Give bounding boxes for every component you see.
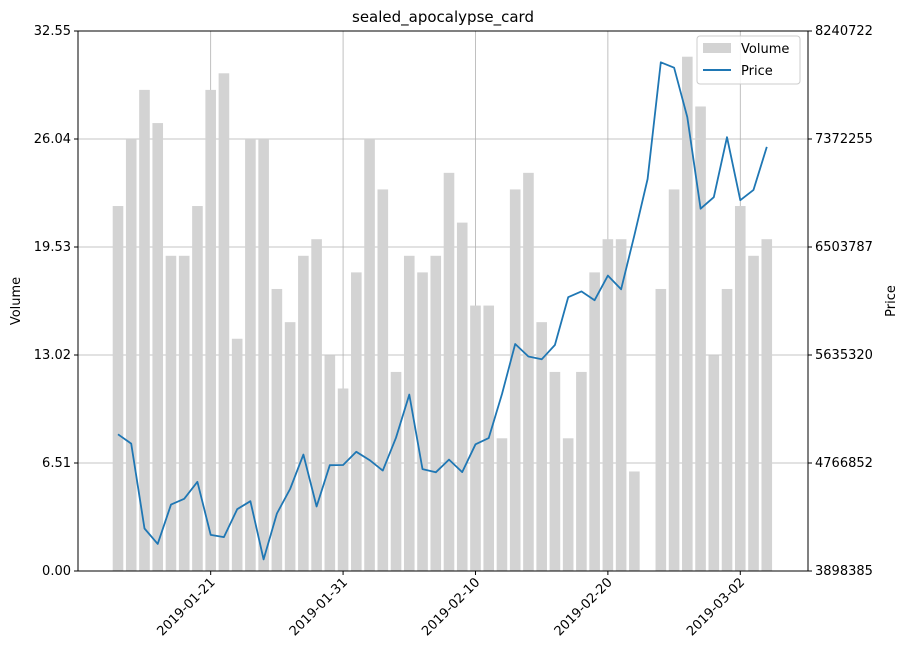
- volume-bar: [337, 388, 349, 571]
- legend-price-label: Price: [741, 64, 773, 79]
- volume-bar: [562, 438, 574, 571]
- volume-bar: [417, 272, 428, 571]
- volume-bar: [615, 239, 627, 571]
- y-right-tick-label: 7372255: [815, 132, 873, 147]
- volume-bar: [139, 89, 150, 571]
- y-left-tick-label: 13.02: [34, 348, 71, 363]
- plot-frame: [77, 30, 809, 572]
- volume-bar: [682, 56, 693, 571]
- volume-bar: [377, 189, 389, 572]
- price-line-layer: [117, 61, 768, 561]
- volume-bar: [351, 272, 362, 571]
- y-right-tick-label: 8240722: [815, 24, 873, 39]
- volume-bar: [748, 255, 759, 571]
- volume-bar: [668, 189, 680, 572]
- volume-bar: [390, 371, 402, 571]
- y-left-axis-title: Volume: [9, 277, 24, 325]
- legend: Volume Price: [696, 35, 801, 85]
- y-right-tick-label: 5635320: [815, 348, 873, 363]
- y-right-tick-label: 6503787: [815, 240, 873, 255]
- volume-bar: [284, 322, 296, 571]
- y-left-tick-label: 19.53: [34, 240, 71, 255]
- y-right-axis-title: Price: [884, 285, 899, 317]
- volume-bar: [576, 371, 587, 571]
- volume-bar: [205, 89, 216, 571]
- chart-title: sealed_apocalypse_card: [352, 8, 534, 27]
- y-left-tick-label: 32.55: [34, 24, 71, 39]
- volume-bar: [602, 239, 614, 571]
- volume-bar: [456, 222, 468, 571]
- volume-bar: [403, 255, 415, 571]
- volume-bar: [470, 305, 481, 571]
- volume-bar: [430, 255, 442, 571]
- volume-bar: [708, 355, 720, 571]
- volume-bar: [324, 355, 336, 571]
- volume-bar: [165, 255, 177, 571]
- volume-bar: [152, 123, 164, 571]
- y-left-tick-label: 26.04: [34, 132, 71, 147]
- volume-bar: [509, 189, 521, 572]
- volume-bar: [271, 288, 283, 571]
- legend-volume-label: Volume: [741, 42, 789, 57]
- volume-bar: [496, 438, 508, 571]
- volume-bar: [695, 106, 706, 571]
- volume-bar: [112, 206, 124, 571]
- volume-bar: [549, 371, 561, 571]
- volume-bar: [761, 239, 773, 571]
- volume-bar: [734, 206, 746, 571]
- volume-bar: [178, 255, 190, 571]
- volume-bar: [192, 206, 203, 571]
- volume-bar: [218, 73, 230, 572]
- volume-bar: [245, 139, 256, 572]
- price-line: [117, 61, 768, 561]
- volume-bar: [523, 172, 534, 571]
- y-right-tick-label: 3898385: [815, 564, 873, 579]
- volume-bar: [721, 288, 733, 571]
- volume-bars: [112, 56, 773, 572]
- volume-bar: [443, 172, 455, 571]
- volume-bar: [629, 471, 640, 571]
- volume-bar: [231, 338, 243, 571]
- volume-bar: [258, 139, 269, 572]
- legend-volume-swatch: [703, 43, 731, 53]
- y-right-tick-label: 4766852: [815, 456, 873, 471]
- volume-bar: [655, 288, 667, 571]
- volume-bar: [589, 272, 600, 571]
- y-left-tick-label: 6.51: [42, 456, 71, 471]
- y-left-tick-label: 0.00: [42, 564, 71, 579]
- volume-bar: [311, 239, 322, 571]
- volume-bar: [298, 255, 309, 571]
- volume-bar: [364, 139, 375, 572]
- volume-bar: [125, 139, 137, 572]
- volume-bar: [536, 322, 547, 571]
